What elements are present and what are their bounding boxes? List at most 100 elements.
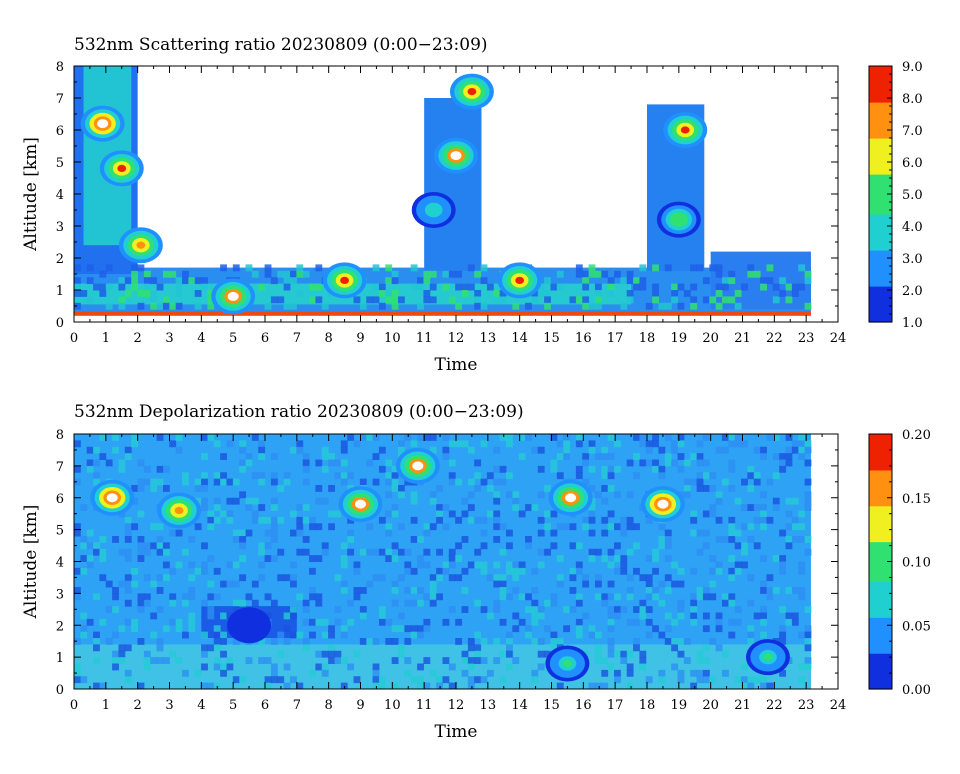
- texture-cell: [429, 497, 437, 505]
- texture-cell: [328, 459, 335, 467]
- plot-area: [74, 434, 838, 689]
- texture-cell: [798, 446, 806, 454]
- texture-cell: [137, 593, 145, 601]
- data-feature-3: [118, 227, 163, 264]
- texture-cell: [556, 472, 564, 480]
- texture-cell: [664, 459, 672, 467]
- texture-cell: [658, 631, 666, 639]
- texture-cell: [436, 548, 443, 556]
- texture-cell: [804, 459, 812, 467]
- texture-cell: [398, 485, 405, 492]
- x-tick-label: 12: [448, 331, 465, 346]
- texture-cell: [461, 497, 469, 505]
- texture-cell: [194, 478, 202, 486]
- texture-cell: [245, 504, 253, 511]
- texture-cell: [671, 644, 679, 652]
- x-tick-label: 8: [325, 331, 333, 346]
- texture-cell: [645, 446, 653, 454]
- colorbar-tick-label: 9.0: [902, 60, 923, 75]
- texture-cell: [607, 612, 615, 620]
- texture-cell: [296, 264, 304, 272]
- texture-cell: [594, 657, 602, 664]
- texture-cell: [162, 302, 170, 310]
- texture-cell: [372, 283, 380, 291]
- texture-cell: [334, 472, 342, 480]
- texture-cell: [150, 542, 158, 550]
- x-tick-label: 14: [511, 331, 528, 346]
- x-tick-label: 15: [543, 698, 560, 713]
- y-axis-label: Altitude [km]: [21, 137, 41, 252]
- texture-cell: [328, 523, 335, 531]
- texture-cell: [614, 440, 621, 448]
- texture-cell: [353, 650, 361, 658]
- texture-cell: [683, 290, 691, 297]
- texture-cell: [239, 465, 247, 473]
- texture-cell: [315, 618, 323, 626]
- texture-cell: [124, 676, 132, 684]
- texture-cell: [156, 536, 164, 543]
- texture-cell: [270, 472, 278, 480]
- texture-cell: [93, 542, 100, 550]
- texture-cell: [614, 555, 621, 562]
- texture-cell: [798, 283, 806, 291]
- texture-cell: [137, 485, 145, 492]
- texture-cell: [658, 302, 666, 310]
- texture-cell: [99, 270, 107, 278]
- texture-cell: [118, 657, 126, 664]
- texture-cell: [347, 472, 355, 480]
- texture-cell: [404, 587, 412, 594]
- colorbar-segment: [869, 637, 892, 642]
- texture-cell: [683, 478, 691, 486]
- colorbar-segment: [869, 170, 892, 175]
- texture-cell: [620, 529, 628, 537]
- colorbar-segment: [869, 661, 892, 666]
- texture-cell: [531, 618, 539, 626]
- texture-cell: [798, 663, 806, 671]
- texture-cell: [531, 567, 539, 575]
- texture-cell: [804, 625, 812, 633]
- texture-cell: [277, 631, 285, 639]
- texture-cell: [232, 536, 240, 543]
- texture-cell: [86, 561, 94, 569]
- texture-cell: [315, 497, 323, 505]
- texture-cell: [791, 536, 799, 543]
- x-tick-label: 7: [293, 331, 301, 346]
- saturated-mark: [355, 499, 366, 509]
- texture-cell: [461, 657, 469, 664]
- texture-cell: [245, 593, 253, 601]
- texture-cell: [245, 264, 253, 272]
- texture-cell: [639, 657, 647, 664]
- texture-cell: [378, 516, 386, 524]
- texture-cell: [207, 434, 215, 441]
- texture-cell: [372, 676, 380, 684]
- texture-cell: [296, 516, 304, 524]
- texture-cell: [264, 555, 272, 562]
- texture-cell: [429, 523, 437, 531]
- texture-cell: [537, 446, 545, 454]
- texture-cell: [283, 472, 291, 480]
- texture-cell: [747, 574, 755, 582]
- x-tick-label: 16: [575, 331, 592, 346]
- texture-cell: [467, 516, 475, 524]
- colorbar-segment: [869, 469, 892, 475]
- texture-cell: [690, 283, 698, 291]
- texture-cell: [652, 587, 659, 594]
- texture-cell: [607, 453, 615, 460]
- texture-cell: [423, 657, 431, 664]
- texture-cell: [105, 264, 113, 272]
- texture-cell: [474, 302, 482, 310]
- texture-cell: [760, 606, 767, 613]
- texture-cell: [207, 555, 215, 562]
- texture-cell: [118, 283, 126, 291]
- texture-cell: [232, 497, 240, 505]
- texture-cell: [671, 290, 679, 297]
- texture-cell: [410, 283, 418, 291]
- texture-cell: [258, 638, 266, 645]
- texture-cell: [779, 561, 787, 569]
- texture-cell: [474, 644, 482, 652]
- texture-cell: [315, 663, 323, 671]
- x-tick-label: 6: [261, 331, 269, 346]
- texture-cell: [575, 631, 583, 639]
- texture-cell: [80, 555, 88, 562]
